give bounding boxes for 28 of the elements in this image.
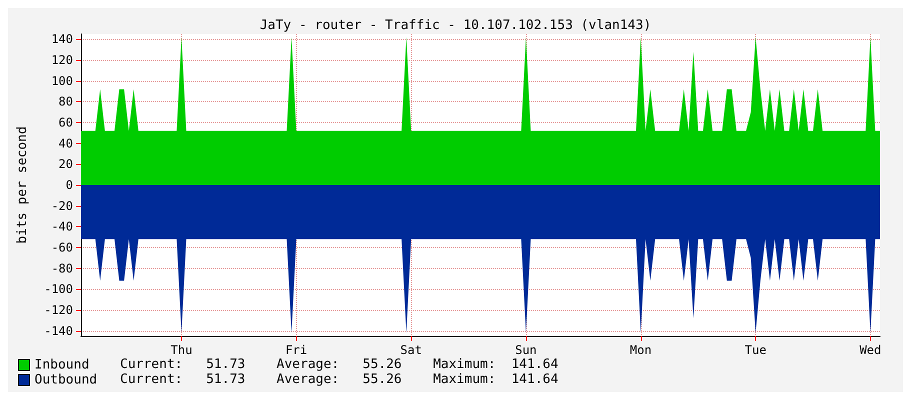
y-tick-label: 80 (58, 94, 73, 109)
legend-label: Outbound (34, 372, 98, 388)
y-tick-label: 20 (58, 157, 73, 172)
x-tick-label: Thu (170, 343, 192, 357)
x-tick-label: Wed (860, 343, 882, 357)
chart-title: JaTy - router - Traffic - 10.107.102.153 (vlan143) (260, 18, 652, 33)
x-tick-label: Mon (630, 343, 652, 357)
y-tick-label: -120 (44, 302, 73, 317)
y-tick-label: 0 (66, 178, 73, 192)
y-tick-label: -20 (51, 198, 73, 213)
legend-label: Inbound (34, 358, 90, 372)
y-tick-label: -140 (44, 324, 73, 338)
y-tick-label: 140 (51, 32, 73, 46)
y-tick-label: -60 (51, 240, 73, 254)
y-tick-label: 60 (58, 116, 73, 130)
text: Current: 51.73 Average: 55.26 Maximum: 141.64 (120, 357, 558, 372)
y-tick-label: -100 (44, 282, 73, 296)
y-tick-label: 120 (51, 53, 73, 68)
y-tick-label: -40 (51, 220, 73, 234)
y-axis-title: bits per second (15, 126, 30, 244)
x-tick-label: Fri (285, 343, 308, 357)
y-tick-label: 40 (58, 136, 73, 150)
y-tick-label: -80 (51, 261, 73, 276)
x-tick-label: Tue (744, 343, 766, 357)
y-tick-label: 100 (51, 74, 73, 88)
x-tick-label: Sun (515, 343, 537, 357)
text: Current: 51.73 Average: 55.26 Maximum: 141.64 (120, 372, 558, 387)
x-tick-label: Sat (400, 343, 422, 357)
